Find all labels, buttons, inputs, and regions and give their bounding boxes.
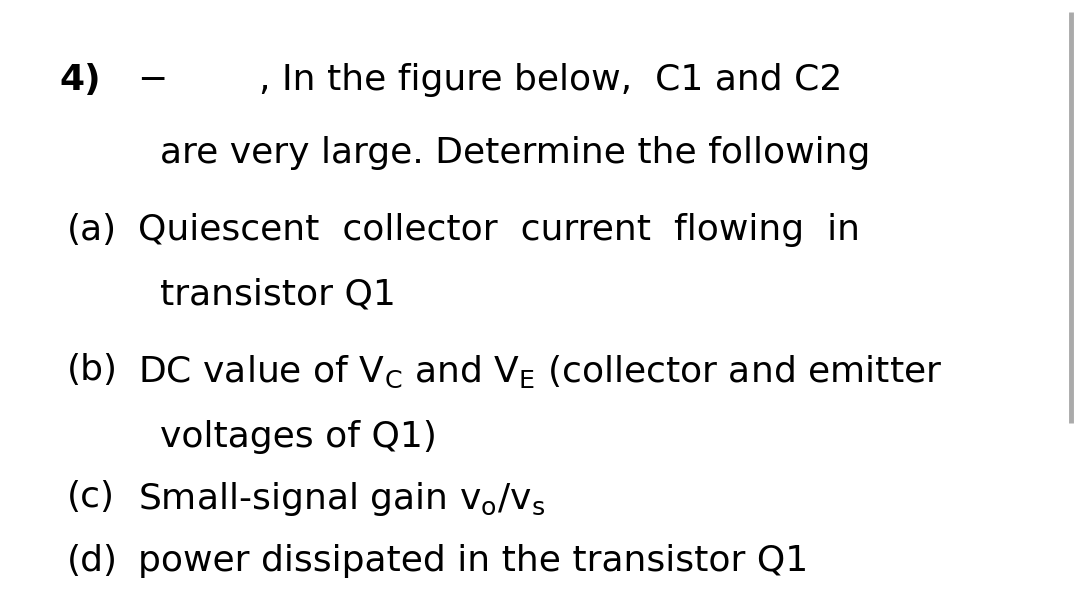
Text: 4): 4) [59, 63, 102, 97]
Text: , In the figure below,  C1 and C2: , In the figure below, C1 and C2 [259, 63, 842, 97]
Text: transistor Q1: transistor Q1 [160, 278, 395, 312]
Text: DC value of $\mathregular{V_C}$ and $\mathregular{V_E}$ (collector and emitter: DC value of $\mathregular{V_C}$ and $\ma… [138, 353, 943, 390]
Text: (c): (c) [67, 480, 114, 514]
Text: are very large. Determine the following: are very large. Determine the following [160, 136, 870, 170]
Text: power dissipated in the transistor Q1: power dissipated in the transistor Q1 [138, 544, 809, 577]
Text: −: − [137, 63, 167, 97]
Text: (b): (b) [67, 353, 118, 387]
Text: (a): (a) [67, 213, 117, 246]
Text: voltages of Q1): voltages of Q1) [160, 420, 436, 454]
Text: Small-signal gain $\mathregular{v_o/v_s}$: Small-signal gain $\mathregular{v_o/v_s}… [138, 480, 545, 518]
Text: (d): (d) [67, 544, 118, 577]
Text: Quiescent  collector  current  flowing  in: Quiescent collector current flowing in [138, 213, 861, 246]
